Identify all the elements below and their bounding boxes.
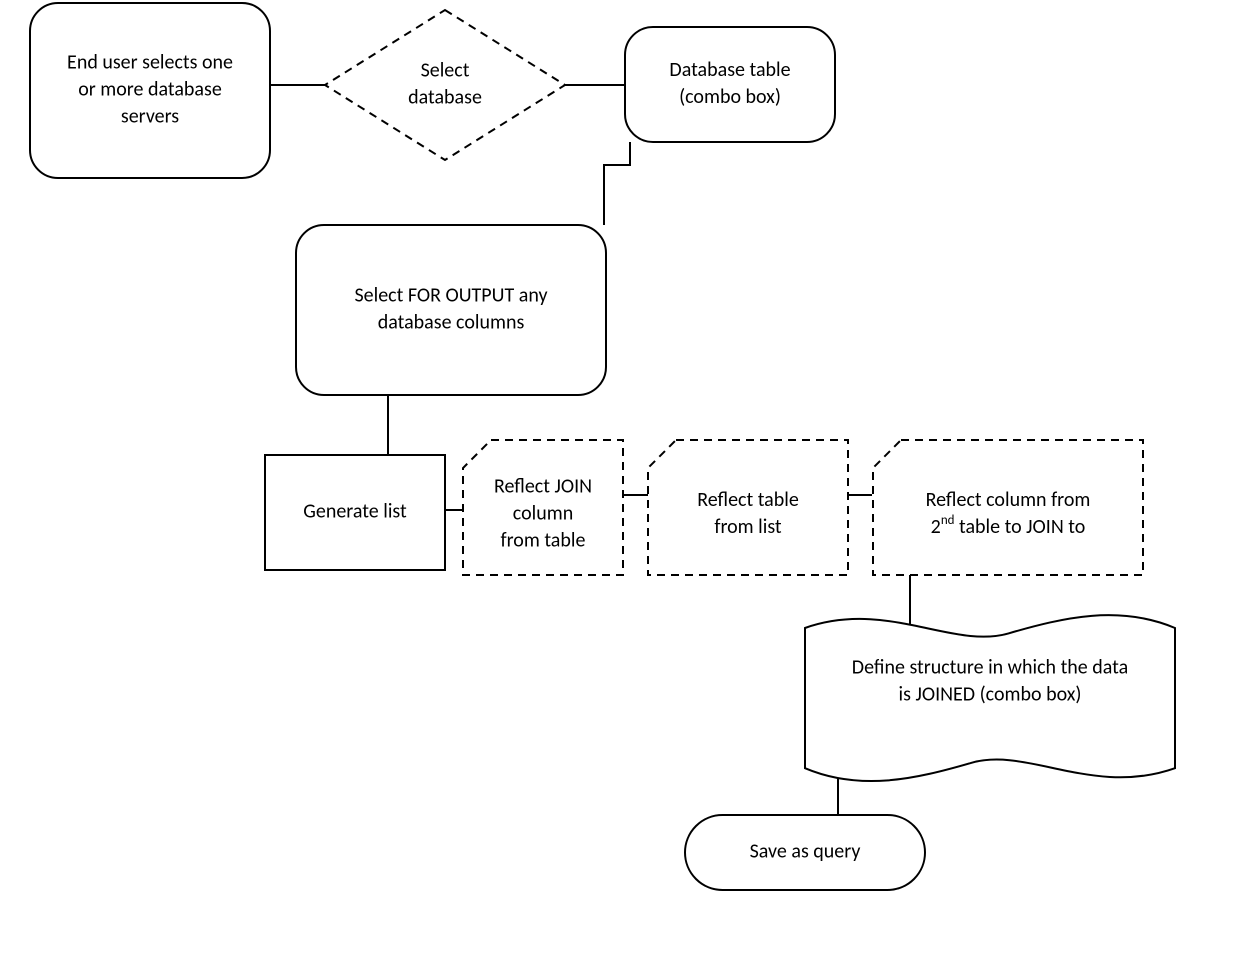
node-label: Save as query [750, 839, 861, 863]
flow-edge [604, 142, 630, 225]
node-label: Generate list [303, 499, 407, 523]
